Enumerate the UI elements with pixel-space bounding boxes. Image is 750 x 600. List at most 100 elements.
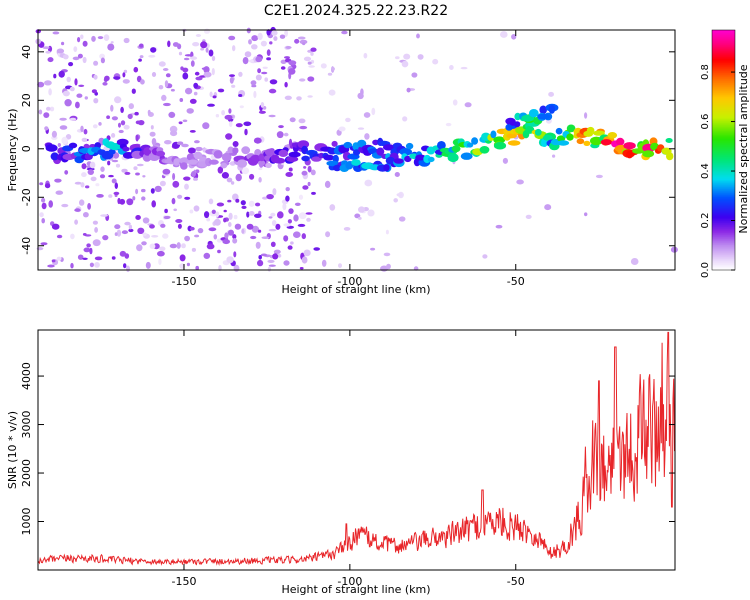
noise-cell — [229, 74, 235, 77]
noise-cell — [83, 247, 91, 253]
noise-cell — [161, 94, 167, 101]
noise-cell — [48, 88, 52, 96]
noise-cell — [290, 241, 294, 245]
colorbar-step — [712, 180, 735, 183]
noise-cell — [142, 232, 147, 236]
noise-cell — [267, 259, 275, 263]
noise-cell — [75, 101, 80, 109]
noise-cell — [288, 167, 293, 172]
noise-cell — [221, 172, 229, 179]
noise-cell — [47, 57, 54, 63]
ridge-cell — [50, 152, 59, 161]
snr-series-line — [37, 331, 675, 567]
noise-cell — [108, 174, 114, 178]
noise-cell — [327, 72, 333, 76]
noise-cell — [338, 126, 346, 132]
noise-cell — [253, 137, 262, 144]
ridge-cell — [399, 148, 413, 156]
noise-cell — [298, 118, 306, 124]
colorbar-step — [712, 34, 735, 37]
ridge-cell — [555, 127, 563, 135]
noise-cell — [40, 242, 48, 246]
noise-cell — [201, 67, 208, 70]
noise-cell — [235, 198, 240, 203]
noise-cell — [78, 84, 85, 88]
colorbar-step — [712, 144, 735, 147]
noise-cell — [544, 204, 552, 211]
noise-cell — [200, 47, 205, 51]
noise-cell — [56, 234, 63, 239]
noise-cell — [172, 180, 180, 188]
y-tick-label: 40 — [20, 45, 33, 59]
noise-cell — [241, 205, 247, 209]
noise-cell — [159, 180, 166, 187]
noise-cell — [303, 249, 311, 257]
noise-cell — [216, 202, 225, 207]
noise-cell — [251, 44, 258, 50]
noise-cell — [62, 90, 70, 97]
noise-cell — [193, 205, 200, 212]
colorbar-step — [712, 68, 735, 71]
noise-cell — [80, 34, 84, 40]
noise-cell — [266, 194, 274, 200]
noise-cell — [74, 219, 78, 225]
noise-cell — [137, 227, 145, 234]
noise-cell — [114, 182, 119, 189]
noise-cell — [584, 212, 588, 217]
colorbar-step — [712, 168, 735, 171]
noise-cell — [177, 194, 183, 199]
noise-cell — [80, 182, 85, 188]
noise-cell — [445, 122, 452, 127]
noise-cell — [302, 42, 306, 46]
ridge-cell — [534, 128, 542, 136]
colorbar-step — [712, 252, 735, 255]
noise-cell — [297, 36, 306, 40]
noise-cell — [184, 183, 189, 190]
colorbar-step — [712, 88, 735, 91]
noise-cell — [192, 42, 200, 47]
noise-cell — [82, 40, 88, 47]
ridge-cell — [592, 130, 605, 136]
noise-cell — [357, 127, 365, 130]
noise-cell — [126, 198, 134, 206]
noise-cell — [516, 179, 524, 185]
noise-cell — [266, 49, 271, 56]
noise-cell — [121, 230, 128, 235]
x-tick-label: -150 — [171, 275, 196, 288]
noise-cell — [595, 174, 603, 179]
noise-cell — [394, 172, 400, 177]
noise-cell — [182, 67, 189, 73]
ridge-cell — [333, 164, 342, 172]
noise-cell — [208, 198, 214, 205]
noise-cell — [301, 256, 308, 264]
ridge-cell — [122, 146, 130, 152]
noise-cell — [358, 206, 365, 213]
noise-cell — [92, 239, 101, 247]
noise-cell — [260, 253, 268, 257]
noise-cell — [168, 111, 176, 118]
noise-cell — [329, 204, 336, 211]
colorbar-step — [712, 236, 735, 239]
colorbar-step — [712, 128, 735, 131]
ridge-cell — [666, 152, 674, 161]
noise-cell — [97, 36, 104, 40]
noise-cell — [70, 262, 74, 269]
noise-cell — [217, 166, 223, 174]
noise-cell — [213, 218, 221, 226]
y-tick-label: 4000 — [20, 362, 33, 390]
noise-cell — [111, 256, 116, 260]
noise-cell — [393, 198, 399, 203]
noise-cell — [79, 199, 85, 206]
noise-cell — [74, 78, 78, 86]
colorbar-step — [712, 82, 735, 85]
ridge-cell — [116, 138, 129, 146]
noise-cell — [232, 141, 239, 147]
noise-cell — [224, 232, 229, 239]
noise-cell — [416, 33, 420, 39]
colorbar-step — [712, 66, 735, 69]
noise-cell — [58, 70, 65, 78]
noise-cell — [74, 181, 82, 185]
noise-cell — [157, 250, 165, 257]
noise-cell — [223, 209, 227, 213]
colorbar-step — [712, 120, 735, 123]
